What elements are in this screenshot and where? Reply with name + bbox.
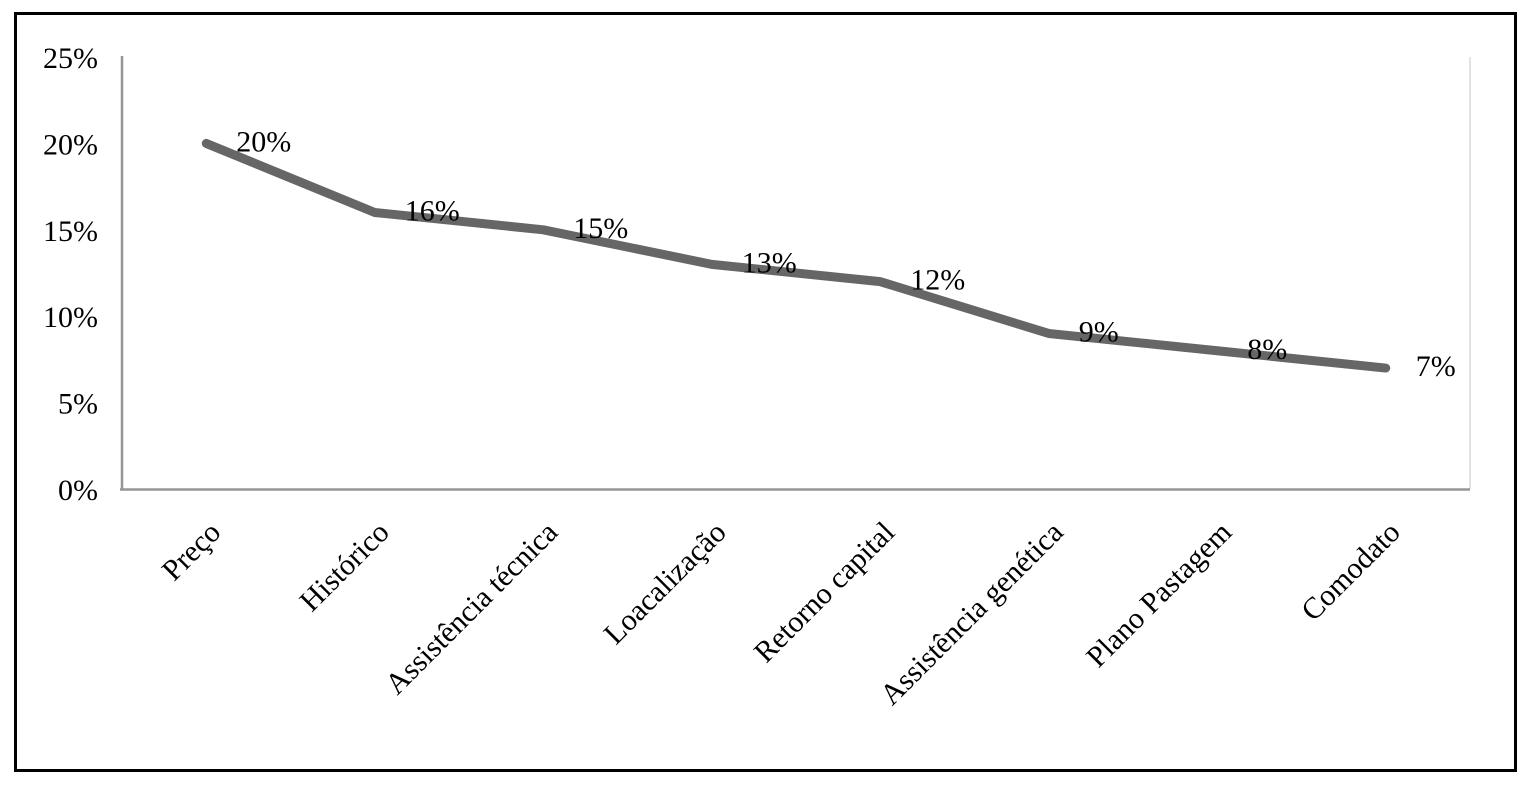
data-label: 15% xyxy=(573,212,628,245)
x-category-label: Preço xyxy=(156,516,228,588)
data-label: 8% xyxy=(1247,333,1287,366)
series-line xyxy=(201,138,1391,373)
data-label: 16% xyxy=(405,195,460,228)
x-category-label: Comodato xyxy=(1295,516,1407,628)
y-tick-label: 15% xyxy=(43,215,98,248)
y-tick-label: 20% xyxy=(43,128,98,161)
x-category-label: Plano Pastagem xyxy=(1080,516,1238,674)
data-label: 20% xyxy=(236,125,291,158)
data-label: 13% xyxy=(742,246,797,279)
x-category-label: Assistência técnica xyxy=(379,516,564,701)
x-category-label: Loacalização xyxy=(597,516,732,651)
y-tick-label: 10% xyxy=(43,301,98,334)
data-label: 9% xyxy=(1079,315,1119,348)
y-tick-label: 25% xyxy=(43,42,98,75)
data-label: 12% xyxy=(910,264,965,297)
x-category-label: Assistência genética xyxy=(874,516,1070,712)
y-tick-label: 0% xyxy=(58,474,98,507)
outer-frame xyxy=(14,12,1517,772)
x-category-label: Histórico xyxy=(293,516,395,618)
y-tick-label: 5% xyxy=(58,388,98,421)
x-category-label: Retorno capital xyxy=(748,516,902,670)
data-label: 7% xyxy=(1416,350,1456,383)
